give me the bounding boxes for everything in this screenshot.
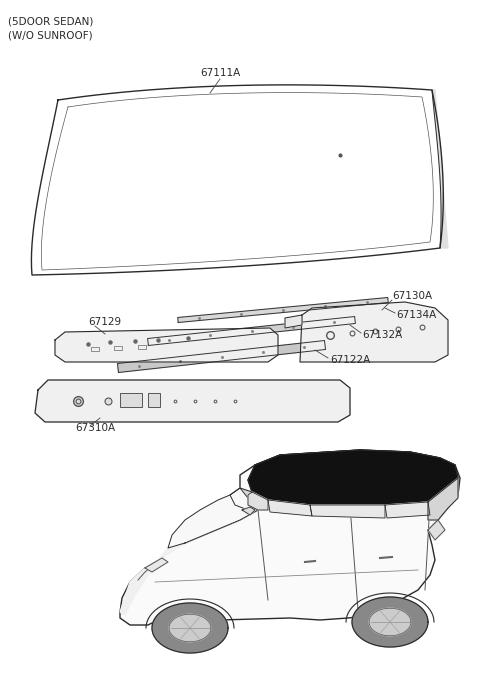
Polygon shape [352,597,428,647]
Text: 67129: 67129 [88,317,121,327]
Polygon shape [248,450,458,505]
Text: 67122A: 67122A [330,355,370,365]
Polygon shape [428,520,445,540]
Polygon shape [310,505,385,518]
Polygon shape [35,380,350,422]
Polygon shape [248,492,268,510]
Text: 67132A: 67132A [362,330,402,340]
Bar [148,393,160,407]
Polygon shape [152,603,228,653]
Polygon shape [369,608,411,636]
Bar [120,393,142,407]
Polygon shape [120,450,460,625]
Bar [91,347,99,351]
Polygon shape [385,502,430,518]
Polygon shape [169,615,211,641]
Text: 67134A: 67134A [396,310,436,320]
Text: (W/O SUNROOF): (W/O SUNROOF) [8,30,93,40]
Bar [114,346,122,350]
Polygon shape [168,488,258,548]
Bar [138,345,146,349]
Polygon shape [432,90,448,248]
Polygon shape [148,316,355,345]
Polygon shape [242,507,255,515]
Polygon shape [428,478,458,520]
Text: (5DOOR SEDAN): (5DOOR SEDAN) [8,16,94,26]
Polygon shape [178,298,388,322]
Polygon shape [300,302,448,362]
Polygon shape [145,558,168,572]
Polygon shape [118,340,325,373]
Text: 67130A: 67130A [392,291,432,301]
Polygon shape [120,543,185,615]
Polygon shape [55,328,278,362]
Polygon shape [268,500,312,516]
Polygon shape [230,488,268,510]
Polygon shape [285,315,302,328]
Text: 67310A: 67310A [75,423,115,433]
Text: 67111A: 67111A [200,68,240,78]
Polygon shape [31,85,444,275]
